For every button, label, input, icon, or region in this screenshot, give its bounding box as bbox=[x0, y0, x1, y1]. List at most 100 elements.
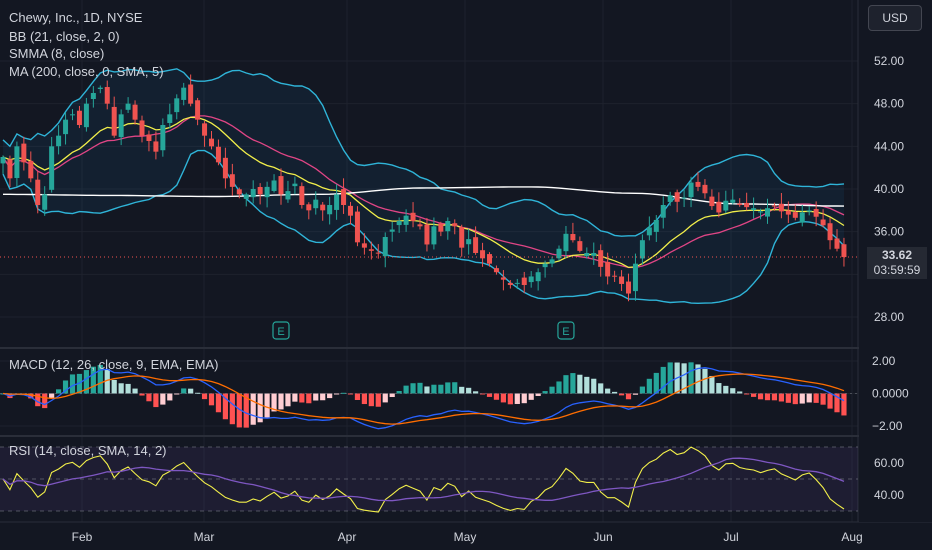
candle[interactable] bbox=[313, 199, 319, 209]
candle[interactable] bbox=[236, 189, 242, 195]
candle[interactable] bbox=[577, 241, 583, 251]
macd-histogram-bar[interactable] bbox=[188, 388, 194, 394]
macd-histogram-bar[interactable] bbox=[716, 383, 722, 394]
macd-histogram-bar[interactable] bbox=[452, 382, 458, 394]
candle[interactable] bbox=[174, 98, 180, 113]
macd-histogram-bar[interactable] bbox=[97, 364, 103, 394]
candle[interactable] bbox=[632, 263, 638, 292]
candle[interactable] bbox=[667, 195, 673, 202]
macd-histogram-bar[interactable] bbox=[146, 393, 152, 402]
ma200-line[interactable] bbox=[3, 186, 845, 207]
candle[interactable] bbox=[521, 277, 527, 285]
macd-histogram-bar[interactable] bbox=[368, 393, 374, 407]
candle[interactable] bbox=[118, 114, 124, 138]
earnings-marker-icon[interactable] bbox=[557, 321, 575, 340]
macd-histogram-bar[interactable] bbox=[723, 385, 729, 394]
macd-histogram-bar[interactable] bbox=[139, 393, 145, 396]
macd-histogram-bar[interactable] bbox=[639, 386, 645, 394]
candle[interactable] bbox=[716, 201, 722, 213]
candle[interactable] bbox=[709, 196, 715, 207]
macd-histogram-bar[interactable] bbox=[410, 383, 416, 394]
macd-histogram-bar[interactable] bbox=[222, 393, 228, 420]
bb-indicator-label[interactable]: BB (21, close, 2, 0) bbox=[9, 29, 120, 44]
candle[interactable] bbox=[737, 203, 743, 205]
candle[interactable] bbox=[70, 114, 75, 116]
candle[interactable] bbox=[563, 233, 569, 252]
candle[interactable] bbox=[507, 282, 513, 285]
candle[interactable] bbox=[410, 212, 416, 221]
candle[interactable] bbox=[646, 227, 652, 236]
macd-histogram-bar[interactable] bbox=[785, 393, 791, 403]
candle[interactable] bbox=[535, 272, 541, 282]
candle[interactable] bbox=[723, 200, 729, 211]
bb-lower-line[interactable] bbox=[2, 149, 845, 305]
macd-histogram-bar[interactable] bbox=[83, 370, 89, 394]
candle[interactable] bbox=[806, 210, 812, 212]
macd-histogram-bar[interactable] bbox=[153, 393, 159, 408]
candle[interactable] bbox=[730, 199, 736, 203]
candle[interactable] bbox=[76, 110, 82, 125]
bb-upper-line[interactable] bbox=[2, 68, 845, 237]
macd-signal-line[interactable] bbox=[2, 373, 845, 425]
macd-histogram-bar[interactable] bbox=[528, 393, 534, 400]
candle[interactable] bbox=[361, 243, 367, 248]
candle[interactable] bbox=[368, 249, 374, 251]
macd-histogram-bar[interactable] bbox=[521, 393, 527, 404]
candle[interactable] bbox=[375, 252, 381, 254]
candle[interactable] bbox=[139, 120, 145, 136]
macd-histogram-bar[interactable] bbox=[479, 393, 486, 395]
macd-histogram-bar[interactable] bbox=[771, 393, 778, 401]
macd-histogram-bar[interactable] bbox=[278, 393, 284, 410]
candle[interactable] bbox=[758, 211, 764, 213]
macd-histogram-bar[interactable] bbox=[320, 393, 326, 401]
candle[interactable] bbox=[306, 204, 312, 211]
macd-histogram-bar[interactable] bbox=[90, 366, 96, 394]
candle[interactable] bbox=[480, 250, 486, 259]
macd-histogram-bar[interactable] bbox=[660, 366, 666, 394]
macd-histogram-bar[interactable] bbox=[431, 384, 437, 394]
candle[interactable] bbox=[466, 239, 472, 245]
candle[interactable] bbox=[125, 103, 131, 110]
candle[interactable] bbox=[229, 174, 235, 187]
candle[interactable] bbox=[431, 226, 437, 245]
candle[interactable] bbox=[167, 114, 173, 123]
macd-histogram-bar[interactable] bbox=[208, 393, 215, 406]
candle[interactable] bbox=[765, 208, 770, 217]
candle[interactable] bbox=[202, 123, 208, 136]
candle[interactable] bbox=[570, 234, 576, 241]
candle[interactable] bbox=[278, 176, 284, 195]
macd-histogram-bar[interactable] bbox=[570, 373, 576, 394]
rsi-ma-line[interactable] bbox=[2, 457, 845, 502]
candle[interactable] bbox=[382, 237, 388, 257]
candle[interactable] bbox=[619, 276, 625, 284]
macd-histogram-bar[interactable] bbox=[132, 388, 138, 394]
candle[interactable] bbox=[792, 212, 798, 218]
macd-histogram-bar[interactable] bbox=[667, 362, 673, 394]
rsi-line[interactable] bbox=[2, 446, 845, 513]
candle[interactable] bbox=[639, 240, 645, 259]
macd-histogram-bar[interactable] bbox=[493, 393, 500, 400]
candle[interactable] bbox=[813, 209, 819, 217]
candle[interactable] bbox=[49, 146, 55, 190]
macd-histogram-bar[interactable] bbox=[271, 393, 277, 412]
macd-histogram-bar[interactable] bbox=[459, 386, 465, 394]
earnings-marker-icon[interactable] bbox=[272, 321, 290, 340]
macd-histogram-bar[interactable] bbox=[695, 364, 701, 394]
candle[interactable] bbox=[21, 143, 27, 163]
macd-histogram-bar[interactable] bbox=[757, 393, 764, 400]
macd-histogram-bar[interactable] bbox=[618, 393, 625, 396]
candle[interactable] bbox=[396, 221, 402, 226]
macd-histogram-bar[interactable] bbox=[841, 393, 847, 416]
macd-histogram-bar[interactable] bbox=[556, 381, 562, 394]
macd-histogram-bar[interactable] bbox=[709, 375, 715, 394]
candle[interactable] bbox=[598, 250, 604, 267]
candle[interactable] bbox=[28, 160, 34, 179]
candle[interactable] bbox=[556, 248, 562, 259]
macd-histogram-bar[interactable] bbox=[486, 393, 493, 397]
candle[interactable] bbox=[250, 189, 256, 198]
candle[interactable] bbox=[195, 100, 201, 120]
macd-histogram-bar[interactable] bbox=[285, 393, 291, 407]
macd-histogram-bar[interactable] bbox=[681, 363, 687, 394]
macd-histogram-bar[interactable] bbox=[584, 376, 590, 394]
